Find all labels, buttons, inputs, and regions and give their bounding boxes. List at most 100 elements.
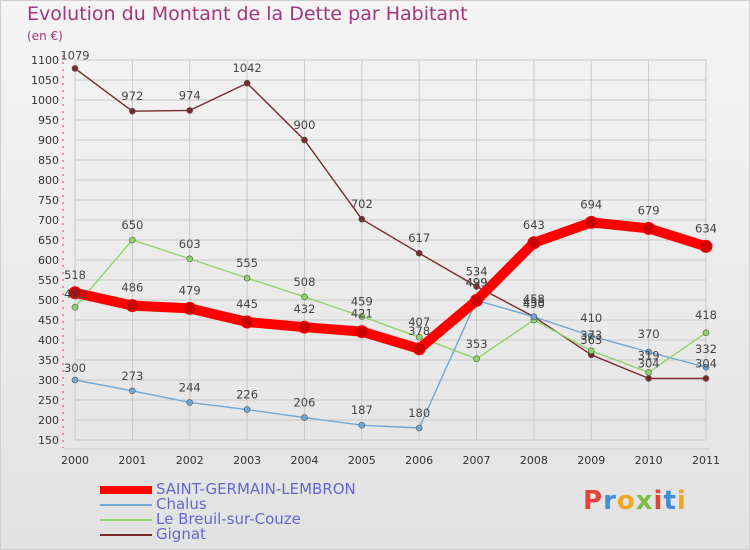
data-label-saint-germain-lembron: 432 <box>293 302 315 316</box>
data-label-saint-germain-lembron: 643 <box>523 218 545 232</box>
proxiti-logo: Proxiti <box>583 486 687 516</box>
data-point-le-breuil-sur-couze <box>358 313 366 320</box>
y-tick-label: 600 <box>38 254 59 267</box>
y-tick-label: 1000 <box>31 94 59 107</box>
data-point-chalus <box>129 387 136 395</box>
data-label-gignat: 304 <box>695 356 717 370</box>
x-tick-label: 2009 <box>577 454 605 467</box>
y-tick-label: 800 <box>38 174 59 187</box>
data-point-chalus <box>243 406 251 413</box>
data-label-le-breuil-sur-couze: 450 <box>523 297 545 311</box>
data-label-chalus: 300 <box>64 361 86 375</box>
data-point-saint-germain-lembron <box>642 221 656 235</box>
data-point-chalus <box>587 332 595 340</box>
data-label-saint-germain-lembron: 518 <box>64 268 86 282</box>
y-tick-label: 200 <box>38 414 59 427</box>
legend-swatch-chalus <box>100 503 152 506</box>
series-line-gignat <box>74 67 707 380</box>
y-tick-label: 950 <box>38 114 59 127</box>
data-label-le-breuil-sur-couze: 353 <box>466 337 488 351</box>
data-point-saint-germain-lembron <box>699 239 713 253</box>
data-point-le-breuil-sur-couze <box>645 369 652 376</box>
data-point-saint-germain-lembron <box>470 293 484 307</box>
legend-label: Chalus <box>156 495 207 513</box>
data-label-le-breuil-sur-couze: 407 <box>408 315 430 329</box>
data-label-saint-germain-lembron: 479 <box>179 283 201 297</box>
y-tick-label: 150 <box>38 434 59 447</box>
logo-letter: i <box>653 486 664 516</box>
data-label-chalus: 273 <box>121 369 143 383</box>
y-tick-label: 250 <box>38 394 59 407</box>
data-point-gignat <box>645 375 652 382</box>
x-tick-label: 2007 <box>463 454 491 467</box>
data-point-le-breuil-sur-couze <box>243 274 251 282</box>
data-point-chalus <box>530 313 538 321</box>
data-label-gignat: 458 <box>523 295 545 309</box>
logo-letter: i <box>676 486 687 516</box>
y-tick-label: 1050 <box>31 74 59 87</box>
logo-letter: P <box>583 486 604 516</box>
data-label-gignat: 974 <box>179 88 201 102</box>
data-label-chalus: 244 <box>179 380 201 394</box>
data-point-le-breuil-sur-couze <box>587 347 595 355</box>
data-point-saint-germain-lembron <box>584 215 598 229</box>
y-tick-label: 750 <box>38 194 59 207</box>
series-line-saint-germain-lembron <box>70 217 711 354</box>
series-line-le-breuil-sur-couze <box>74 239 707 374</box>
data-point-saint-germain-lembron <box>240 315 254 329</box>
data-label-chalus: 499 <box>466 275 488 289</box>
legend-label: Gignat <box>156 525 206 543</box>
logo-letter: o <box>616 486 636 516</box>
legend-item-saint-germain-lembron: SAINT-GERMAIN-LEMBRON <box>100 482 356 497</box>
data-label-le-breuil-sur-couze: 319 <box>638 348 660 362</box>
data-label-chalus: 332 <box>695 342 717 356</box>
legend-label: SAINT-GERMAIN-LEMBRON <box>156 480 356 498</box>
data-label-chalus: 206 <box>293 396 315 410</box>
x-tick-label: 2004 <box>290 454 318 467</box>
data-label-gignat: 363 <box>580 333 602 347</box>
data-point-gignat <box>186 107 194 114</box>
data-point-le-breuil-sur-couze <box>186 255 194 263</box>
data-label-chalus: 180 <box>408 406 430 420</box>
legend-swatch-le-breuil-sur-couze <box>100 518 152 521</box>
data-point-saint-germain-lembron <box>125 299 139 313</box>
data-label-chalus: 187 <box>351 403 373 417</box>
x-tick-label: 2008 <box>520 454 548 467</box>
data-point-le-breuil-sur-couze <box>473 355 480 363</box>
data-label-le-breuil-sur-couze: 603 <box>179 237 201 251</box>
grid-lines <box>74 59 707 441</box>
data-label-gignat: 534 <box>466 264 488 278</box>
data-label-chalus: 370 <box>638 327 660 341</box>
data-point-le-breuil-sur-couze <box>129 236 136 244</box>
x-tick-label: 2011 <box>692 454 720 467</box>
data-point-gignat <box>71 65 79 72</box>
y-tick-label: 500 <box>38 294 59 307</box>
data-labels: 1079 972 974 1042 900 702 617 534 458 363 304 304 48… <box>60 48 717 420</box>
data-point-le-breuil-sur-couze <box>301 293 308 301</box>
data-label-gignat: 1042 <box>232 61 261 75</box>
x-tick-label: 2003 <box>233 454 261 467</box>
data-label-gignat: 617 <box>408 231 430 245</box>
y-tick-label: 900 <box>38 134 59 147</box>
legend: SAINT-GERMAIN-LEMBRON Chalus Le Breuil-s… <box>100 482 356 542</box>
data-point-le-breuil-sur-couze <box>702 329 710 337</box>
data-label-saint-germain-lembron: 445 <box>236 297 258 311</box>
data-label-chalus: 226 <box>236 388 258 402</box>
data-point-gignat <box>129 107 136 115</box>
data-point-chalus <box>71 376 79 384</box>
data-label-le-breuil-sur-couze: 482 <box>64 287 86 301</box>
logo-letter: x <box>635 486 654 516</box>
data-label-saint-germain-lembron: 486 <box>121 281 143 295</box>
data-label-chalus: 410 <box>580 311 602 325</box>
data-label-le-breuil-sur-couze: 650 <box>121 218 143 232</box>
data-label-le-breuil-sur-couze: 373 <box>580 328 602 342</box>
series-line-chalus <box>74 299 707 429</box>
series-lines <box>70 67 711 429</box>
data-point-gignat <box>358 215 366 223</box>
data-point-saint-germain-lembron <box>412 342 426 356</box>
data-label-chalus: 458 <box>523 292 545 306</box>
logo-letter: t <box>663 486 677 516</box>
data-label-saint-germain-lembron: 421 <box>351 307 373 321</box>
